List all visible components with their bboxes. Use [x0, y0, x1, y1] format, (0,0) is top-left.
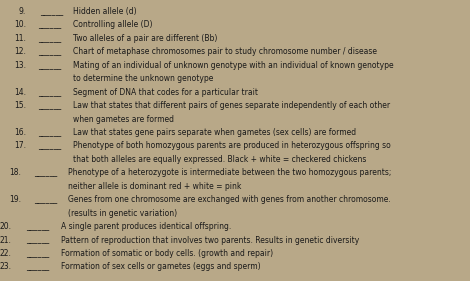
Text: ______: ______ [40, 7, 63, 16]
Text: ______: ______ [26, 249, 49, 258]
Text: 9.: 9. [19, 7, 26, 16]
Text: 16.: 16. [14, 128, 26, 137]
Text: Formation of somatic or body cells. (growth and repair): Formation of somatic or body cells. (gro… [61, 249, 273, 258]
Text: ______: ______ [34, 195, 57, 204]
Text: ______: ______ [26, 222, 49, 231]
Text: Controlling allele (D): Controlling allele (D) [73, 21, 152, 30]
Text: Law that states gene pairs separate when gametes (sex cells) are formed: Law that states gene pairs separate when… [73, 128, 356, 137]
Text: when gametes are formed: when gametes are formed [73, 115, 174, 124]
Text: Genes from one chromosome are exchanged with genes from another chromosome.: Genes from one chromosome are exchanged … [68, 195, 391, 204]
Text: Chart of metaphase chromosomes pair to study chromosome number / disease: Chart of metaphase chromosomes pair to s… [73, 47, 377, 56]
Text: Segment of DNA that codes for a particular trait: Segment of DNA that codes for a particul… [73, 88, 258, 97]
Text: Two alleles of a pair are different (Bb): Two alleles of a pair are different (Bb) [73, 34, 217, 43]
Text: ______: ______ [39, 128, 62, 137]
Text: ______: ______ [26, 262, 49, 271]
Text: Law that states that different pairs of genes separate independently of each oth: Law that states that different pairs of … [73, 101, 390, 110]
Text: 10.: 10. [14, 21, 26, 30]
Text: (results in genetic variation): (results in genetic variation) [68, 209, 177, 218]
Text: 13.: 13. [14, 61, 26, 70]
Text: ______: ______ [39, 101, 62, 110]
Text: Phenotype of a heterozygote is intermediate between the two homozygous parents;: Phenotype of a heterozygote is intermedi… [68, 168, 392, 177]
Text: 11.: 11. [14, 34, 26, 43]
Text: 19.: 19. [9, 195, 22, 204]
Text: neither allele is dominant red + white = pink: neither allele is dominant red + white =… [68, 182, 242, 191]
Text: Formation of sex cells or gametes (eggs and sperm): Formation of sex cells or gametes (eggs … [61, 262, 261, 271]
Text: ______: ______ [39, 88, 62, 97]
Text: 21.: 21. [0, 235, 12, 244]
Text: 15.: 15. [14, 101, 26, 110]
Text: 22.: 22. [0, 249, 12, 258]
Text: Phenotype of both homozygous parents are produced in heterozygous offspring so: Phenotype of both homozygous parents are… [73, 141, 391, 151]
Text: 14.: 14. [14, 88, 26, 97]
Text: 17.: 17. [14, 141, 26, 151]
Text: 23.: 23. [0, 262, 12, 271]
Text: ______: ______ [39, 21, 62, 30]
Text: Hidden allele (d): Hidden allele (d) [73, 7, 136, 16]
Text: that both alleles are equally expressed. Black + white = checkered chickens: that both alleles are equally expressed.… [73, 155, 366, 164]
Text: ______: ______ [39, 47, 62, 56]
Text: Mating of an individual of unknown genotype with an individual of known genotype: Mating of an individual of unknown genot… [73, 61, 393, 70]
Text: Pattern of reproduction that involves two parents. Results in genetic diversity: Pattern of reproduction that involves tw… [61, 235, 360, 244]
Text: A single parent produces identical offspring.: A single parent produces identical offsp… [61, 222, 231, 231]
Text: 18.: 18. [9, 168, 21, 177]
Text: ______: ______ [39, 61, 62, 70]
Text: 12.: 12. [14, 47, 26, 56]
Text: ______: ______ [39, 34, 62, 43]
Text: 20.: 20. [0, 222, 12, 231]
Text: to determine the unknown genotype: to determine the unknown genotype [73, 74, 213, 83]
Text: ______: ______ [26, 235, 49, 244]
Text: ______: ______ [39, 141, 62, 151]
Text: ______: ______ [34, 168, 57, 177]
